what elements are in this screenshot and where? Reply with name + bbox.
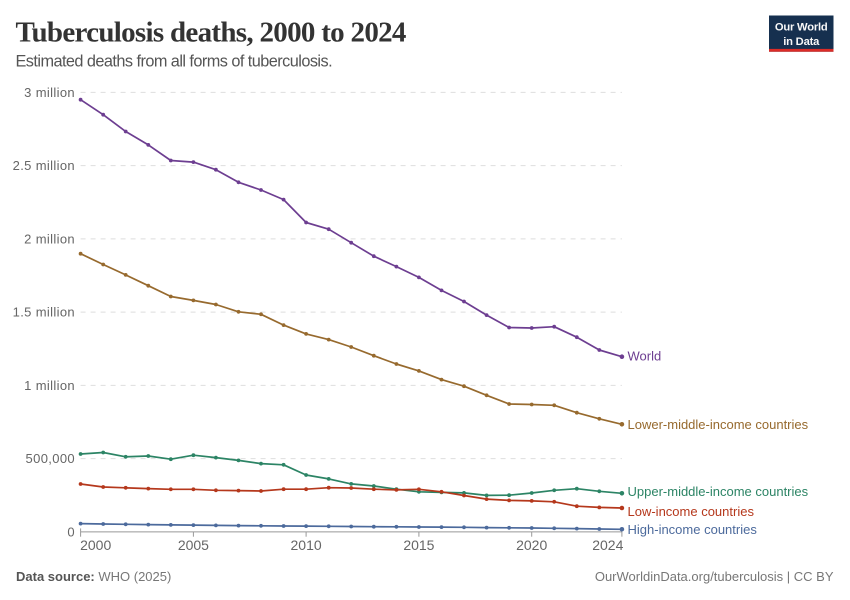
svg-text:Our World: Our World xyxy=(775,22,828,34)
svg-text:1 million: 1 million xyxy=(24,378,75,393)
svg-text:OurWorldinData.org/tuberculosi: OurWorldinData.org/tuberculosis | CC BY xyxy=(595,569,834,584)
svg-text:2005: 2005 xyxy=(178,537,209,553)
svg-text:2020: 2020 xyxy=(516,537,547,553)
svg-text:0: 0 xyxy=(67,524,75,539)
svg-text:Tuberculosis deaths, 2000 to 2: Tuberculosis deaths, 2000 to 2024 xyxy=(16,17,406,49)
svg-text:2000: 2000 xyxy=(80,537,111,553)
svg-text:2024: 2024 xyxy=(592,537,623,553)
svg-text:World: World xyxy=(628,349,662,364)
svg-text:2.5 million: 2.5 million xyxy=(13,158,75,173)
svg-text:3 million: 3 million xyxy=(24,85,75,100)
svg-text:Estimated deaths from all form: Estimated deaths from all forms of tuber… xyxy=(16,52,333,70)
svg-text:Lower-middle-income countries: Lower-middle-income countries xyxy=(628,417,809,432)
svg-text:High-income countries: High-income countries xyxy=(628,522,758,537)
svg-text:Upper-middle-income countries: Upper-middle-income countries xyxy=(628,484,809,499)
svg-text:Low-income countries: Low-income countries xyxy=(628,504,755,519)
svg-text:Data source: WHO (2025): Data source: WHO (2025) xyxy=(16,569,171,584)
svg-text:2 million: 2 million xyxy=(24,231,75,246)
svg-text:2010: 2010 xyxy=(291,537,322,553)
svg-text:500,000: 500,000 xyxy=(26,451,75,466)
svg-text:in Data: in Data xyxy=(783,36,820,48)
svg-text:1.5 million: 1.5 million xyxy=(13,305,75,320)
svg-text:2015: 2015 xyxy=(403,537,434,553)
